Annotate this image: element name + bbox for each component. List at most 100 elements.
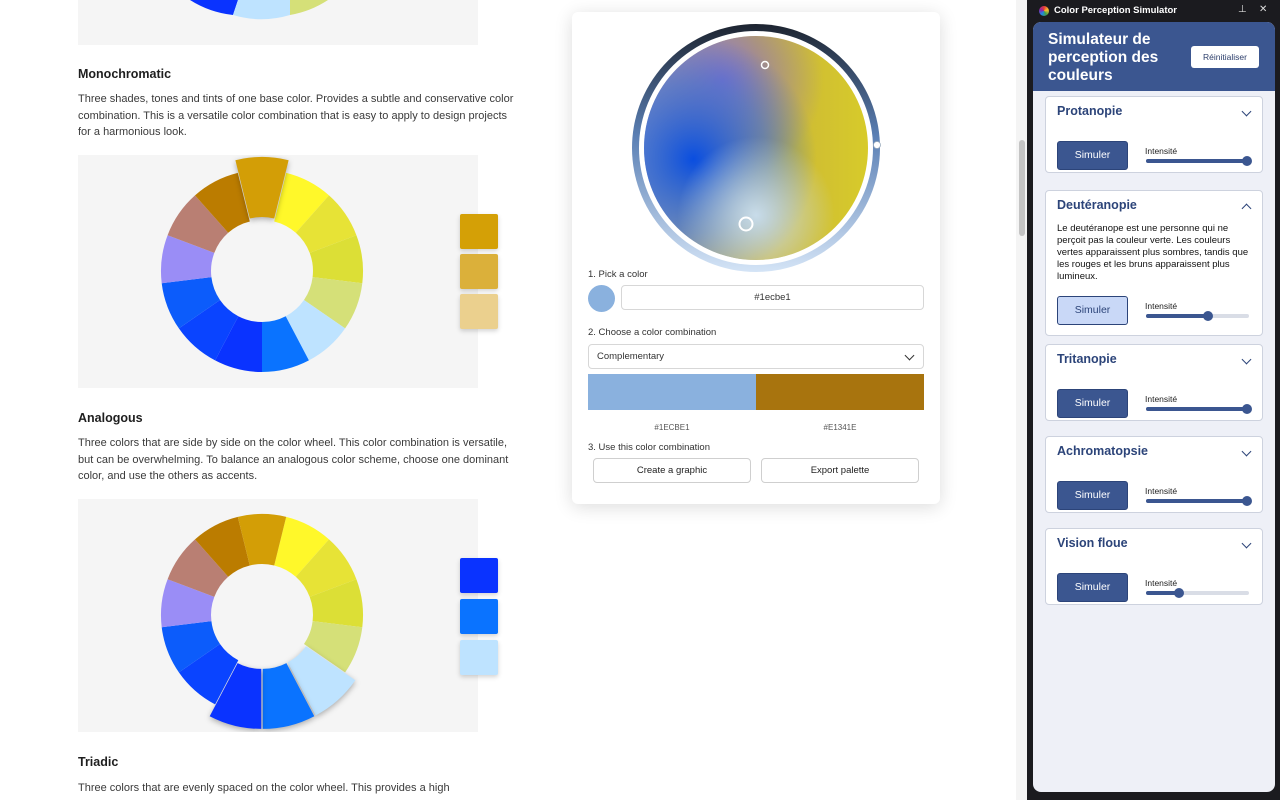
intensity-slider-achromatopsie[interactable] bbox=[1146, 496, 1252, 506]
mode-title[interactable]: Achromatopsie bbox=[1057, 444, 1148, 458]
wheel-segment bbox=[295, 195, 357, 253]
combo-hex-1: #1ECBE1 bbox=[654, 423, 690, 432]
intensity-label: Intensité bbox=[1145, 301, 1178, 311]
simulator-window: Color Perception Simulator ⊥ ✕ Simulateu… bbox=[1027, 0, 1280, 800]
color-wheel-analogous bbox=[160, 513, 364, 729]
section-title-triadic: Triadic bbox=[78, 755, 119, 769]
close-icon[interactable]: ✕ bbox=[1259, 4, 1268, 15]
wheel-segment bbox=[304, 621, 363, 673]
swatch-mono-3 bbox=[460, 294, 498, 329]
combo-hex-2: #E1341E bbox=[823, 423, 857, 432]
mode-title[interactable]: Protanopie bbox=[1057, 104, 1123, 118]
step3-label: 3. Use this color combination bbox=[588, 442, 710, 453]
swatch-mono-1 bbox=[460, 214, 498, 249]
export-palette-button[interactable]: Export palette bbox=[761, 458, 919, 483]
wheel-segment bbox=[235, 156, 289, 219]
wheel-segment bbox=[178, 644, 239, 705]
swatch-mono-2 bbox=[460, 254, 498, 289]
wheel-segment bbox=[274, 516, 329, 577]
simulator-header: Simulateur de perception des couleurs Ré… bbox=[1033, 22, 1275, 91]
chevron-up-icon[interactable] bbox=[1241, 203, 1252, 214]
picked-color-swatch[interactable] bbox=[588, 285, 615, 312]
step1-label: 1. Pick a color bbox=[588, 269, 648, 280]
wheel-segment bbox=[161, 621, 220, 673]
wheel-segment bbox=[274, 172, 329, 233]
simulate-button-protanopie[interactable]: Simuler bbox=[1057, 141, 1128, 170]
wheel-segment bbox=[167, 195, 229, 253]
wheel-segment bbox=[195, 516, 250, 577]
wheel-segment bbox=[287, 646, 356, 716]
section-text-triadic: Three colors that are evenly spaced on t… bbox=[78, 782, 450, 794]
wheel-segment bbox=[309, 579, 364, 628]
hex-input[interactable]: #1ecbe1 bbox=[621, 285, 924, 310]
simulator-body: Simulateur de perception des couleurs Ré… bbox=[1033, 22, 1275, 792]
wheel-segment bbox=[295, 539, 357, 597]
simulate-button-achromatopsie[interactable]: Simuler bbox=[1057, 481, 1128, 510]
picker-wheel[interactable] bbox=[572, 12, 940, 272]
web-page: Monochromatic Three shades, tones and ti… bbox=[0, 0, 1027, 800]
intensity-label: Intensité bbox=[1145, 486, 1178, 496]
section-title-monochromatic: Monochromatic bbox=[78, 67, 172, 81]
wheel-panel-monochromatic bbox=[78, 155, 478, 388]
combo-color-1 bbox=[588, 374, 756, 410]
wheel-segment bbox=[160, 235, 215, 284]
page-scrollbar-thumb[interactable] bbox=[1019, 140, 1025, 236]
intensity-label: Intensité bbox=[1145, 146, 1178, 156]
simulate-button-tritanopie[interactable]: Simuler bbox=[1057, 389, 1128, 418]
mode-title[interactable]: Vision floue bbox=[1057, 536, 1128, 550]
mode-title[interactable]: Tritanopie bbox=[1057, 352, 1117, 366]
wheel-segment bbox=[195, 172, 250, 233]
picker-handle-secondary bbox=[760, 60, 770, 70]
mode-card-tritanopie: Tritanopie Simuler Intensité bbox=[1045, 344, 1263, 421]
intensity-label: Intensité bbox=[1145, 578, 1178, 588]
chevron-down-icon[interactable] bbox=[1241, 446, 1252, 457]
wheel-segment bbox=[160, 579, 215, 628]
wheel-segment bbox=[262, 663, 315, 729]
wheel-segment bbox=[285, 300, 346, 361]
page-scrollbar[interactable] bbox=[1016, 0, 1027, 800]
mode-description: Le deutéranope est une personne qui ne p… bbox=[1057, 223, 1249, 282]
swatch-analog-2 bbox=[460, 599, 498, 634]
picker-handle-primary bbox=[738, 216, 754, 232]
wheel-segment bbox=[161, 277, 220, 329]
reset-button[interactable]: Réinitialiser bbox=[1191, 46, 1259, 68]
chevron-down-icon[interactable] bbox=[1241, 354, 1252, 365]
simulate-button-deuteranopie[interactable]: Simuler bbox=[1057, 296, 1128, 325]
app-logo-icon bbox=[1039, 6, 1049, 16]
wheel-panel-top bbox=[78, 0, 478, 45]
mode-title[interactable]: Deutéranopie bbox=[1057, 198, 1137, 212]
combo-color-2 bbox=[756, 374, 924, 410]
partial-wheel bbox=[190, 0, 328, 20]
wheel-segment bbox=[178, 300, 239, 361]
intensity-label: Intensité bbox=[1145, 394, 1178, 404]
simulate-button-vision-floue[interactable]: Simuler bbox=[1057, 573, 1128, 602]
section-text-analogous: Three colors that are side by side on th… bbox=[78, 437, 509, 482]
pin-icon[interactable]: ⊥ bbox=[1238, 4, 1247, 15]
wheel-segment bbox=[209, 663, 262, 729]
intensity-slider-vision-floue[interactable] bbox=[1146, 588, 1249, 598]
color-picker-card: 1. Pick a color #1ecbe1 2. Choose a colo… bbox=[572, 12, 940, 504]
wheel-segment bbox=[309, 235, 364, 284]
mode-card-achromatopsie: Achromatopsie Simuler Intensité bbox=[1045, 436, 1263, 513]
wheel-segment bbox=[167, 539, 229, 597]
wheel-panel-analogous bbox=[78, 499, 478, 732]
intensity-slider-protanopie[interactable] bbox=[1146, 156, 1252, 166]
combination-value: Complementary bbox=[597, 351, 665, 362]
combination-select[interactable]: Complementary bbox=[588, 344, 924, 369]
section-title-analogous: Analogous bbox=[78, 411, 143, 425]
mode-card-deuteranopie: Deutéranopie Le deutéranope est une pers… bbox=[1045, 190, 1263, 336]
section-text-monochromatic: Three shades, tones and tints of one bas… bbox=[78, 93, 514, 138]
chevron-down-icon[interactable] bbox=[1241, 538, 1252, 549]
swatch-analog-1 bbox=[460, 558, 498, 593]
intensity-slider-tritanopie[interactable] bbox=[1146, 404, 1252, 414]
window-title: Color Perception Simulator bbox=[1054, 5, 1177, 16]
simulator-heading: Simulateur de perception des couleurs bbox=[1048, 31, 1159, 84]
intensity-slider-deuteranopie[interactable] bbox=[1146, 311, 1249, 321]
simulator-titlebar: Color Perception Simulator ⊥ ✕ bbox=[1027, 0, 1280, 22]
chevron-down-icon[interactable] bbox=[1241, 106, 1252, 117]
wheel-segment bbox=[237, 513, 287, 566]
create-graphic-button[interactable]: Create a graphic bbox=[593, 458, 751, 483]
step2-label: 2. Choose a color combination bbox=[588, 327, 717, 338]
chevron-down-icon bbox=[904, 350, 915, 361]
mode-card-vision-floue: Vision floue Simuler Intensité bbox=[1045, 528, 1263, 605]
